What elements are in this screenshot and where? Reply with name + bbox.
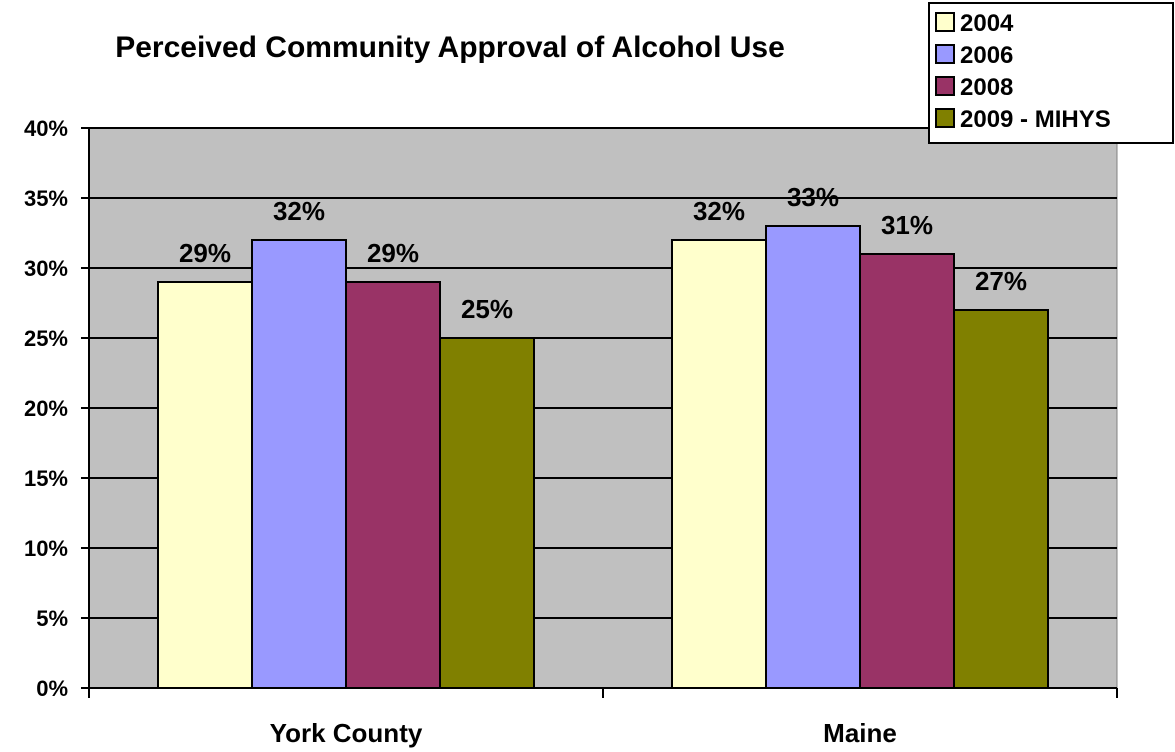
axes [88, 128, 1118, 698]
bar-2006 [765, 225, 861, 689]
bars [157, 225, 1049, 689]
y-tick-label: 25% [24, 326, 68, 351]
y-tick-label: 5% [36, 606, 68, 631]
legend-swatch [935, 12, 955, 32]
data-label: 25% [461, 294, 513, 324]
data-label: 29% [367, 238, 419, 268]
legend-swatch [935, 44, 955, 64]
data-label: 31% [881, 210, 933, 240]
data-labels: 29% 32% 29% 25% 32% 33% 31% 27% [179, 182, 1027, 324]
chart-title: Perceived Community Approval of Alcohol … [115, 31, 785, 64]
data-label: 29% [179, 238, 231, 268]
y-tick-labels: 0% 5% 10% 15% 20% 25% 30% 35% 40% [24, 116, 68, 701]
legend-label: 2009 - MIHYS [960, 106, 1111, 133]
bar-2009-mihys [953, 309, 1049, 689]
y-tick-label: 35% [24, 186, 68, 211]
legend: 2004 2006 2008 2009 - MIHYS [928, 2, 1174, 144]
y-tick-label: 20% [24, 396, 68, 421]
data-label: 32% [273, 196, 325, 226]
category-label: Maine [823, 718, 897, 748]
y-tick-label: 15% [24, 466, 68, 491]
bar-2008 [859, 253, 955, 689]
y-tick-label: 0% [36, 676, 68, 701]
legend-label: 2008 [960, 74, 1013, 101]
bar-2004 [157, 281, 253, 689]
bar-2008 [345, 281, 441, 689]
legend-swatch [935, 76, 955, 96]
legend-label: 2006 [960, 42, 1013, 69]
y-tick-label: 40% [24, 116, 68, 141]
category-labels: York County Maine [270, 718, 897, 748]
bar-2009-mihys [439, 337, 535, 689]
data-label: 32% [693, 196, 745, 226]
legend-label: 2004 [960, 10, 1014, 37]
legend-swatch [935, 108, 955, 128]
y-tick-label: 30% [24, 256, 68, 281]
data-label: 33% [787, 182, 839, 212]
category-label: York County [270, 718, 423, 748]
data-label: 27% [975, 266, 1027, 296]
bar-2006 [251, 239, 347, 689]
y-tick-label: 10% [24, 536, 68, 561]
bar-2004 [671, 239, 767, 689]
legend-box [928, 2, 1174, 144]
